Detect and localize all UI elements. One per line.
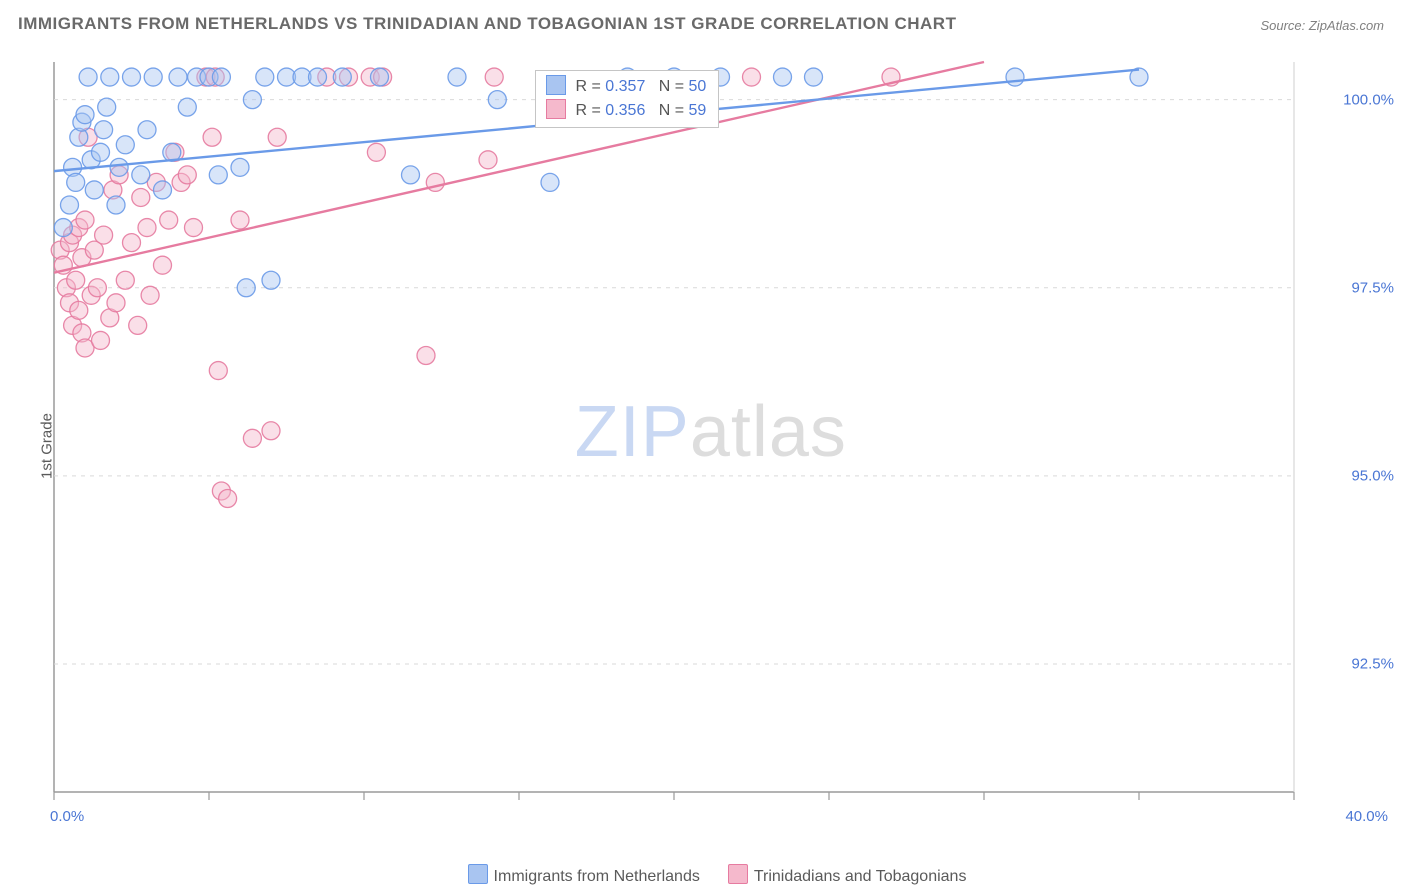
y-tick-label: 95.0%: [1351, 467, 1394, 484]
legend-n-value: 50: [688, 78, 706, 95]
bottom-legend-swatch: [468, 864, 488, 884]
bottom-legend-swatch: [728, 864, 748, 884]
legend-swatch: [546, 75, 566, 95]
plot-area: ZIPatlas R = 0.357 N = 50R = 0.356 N = 5…: [48, 56, 1384, 816]
legend-r-label: R =: [576, 102, 606, 119]
chart-title: IMMIGRANTS FROM NETHERLANDS VS TRINIDADI…: [18, 14, 956, 34]
bottom-legend: Immigrants from Netherlands Trinidadians …: [0, 864, 1406, 886]
legend-r-label: R =: [576, 78, 606, 95]
legend-row: R = 0.357 N = 50: [546, 75, 707, 99]
source-attribution: Source: ZipAtlas.com: [1260, 18, 1384, 33]
legend-n-label: N =: [659, 78, 689, 95]
legend-row: R = 0.356 N = 59: [546, 99, 707, 123]
legend-n-value: 59: [688, 102, 706, 119]
bottom-legend-label: Trinidadians and Tobagonians: [754, 868, 967, 885]
legend-n-label: N =: [659, 102, 689, 119]
chart-container: IMMIGRANTS FROM NETHERLANDS VS TRINIDADI…: [0, 0, 1406, 892]
legend-r-value: 0.356: [605, 102, 645, 119]
y-tick-label: 100.0%: [1343, 91, 1394, 108]
y-tick-label: 92.5%: [1351, 656, 1394, 673]
scatter-plot-svg: [48, 56, 1384, 816]
bottom-legend-label: Immigrants from Netherlands: [494, 868, 700, 885]
legend-box: R = 0.357 N = 50R = 0.356 N = 59: [535, 70, 720, 128]
y-tick-label: 97.5%: [1351, 279, 1394, 296]
legend-swatch: [546, 99, 566, 119]
legend-r-value: 0.357: [605, 78, 645, 95]
